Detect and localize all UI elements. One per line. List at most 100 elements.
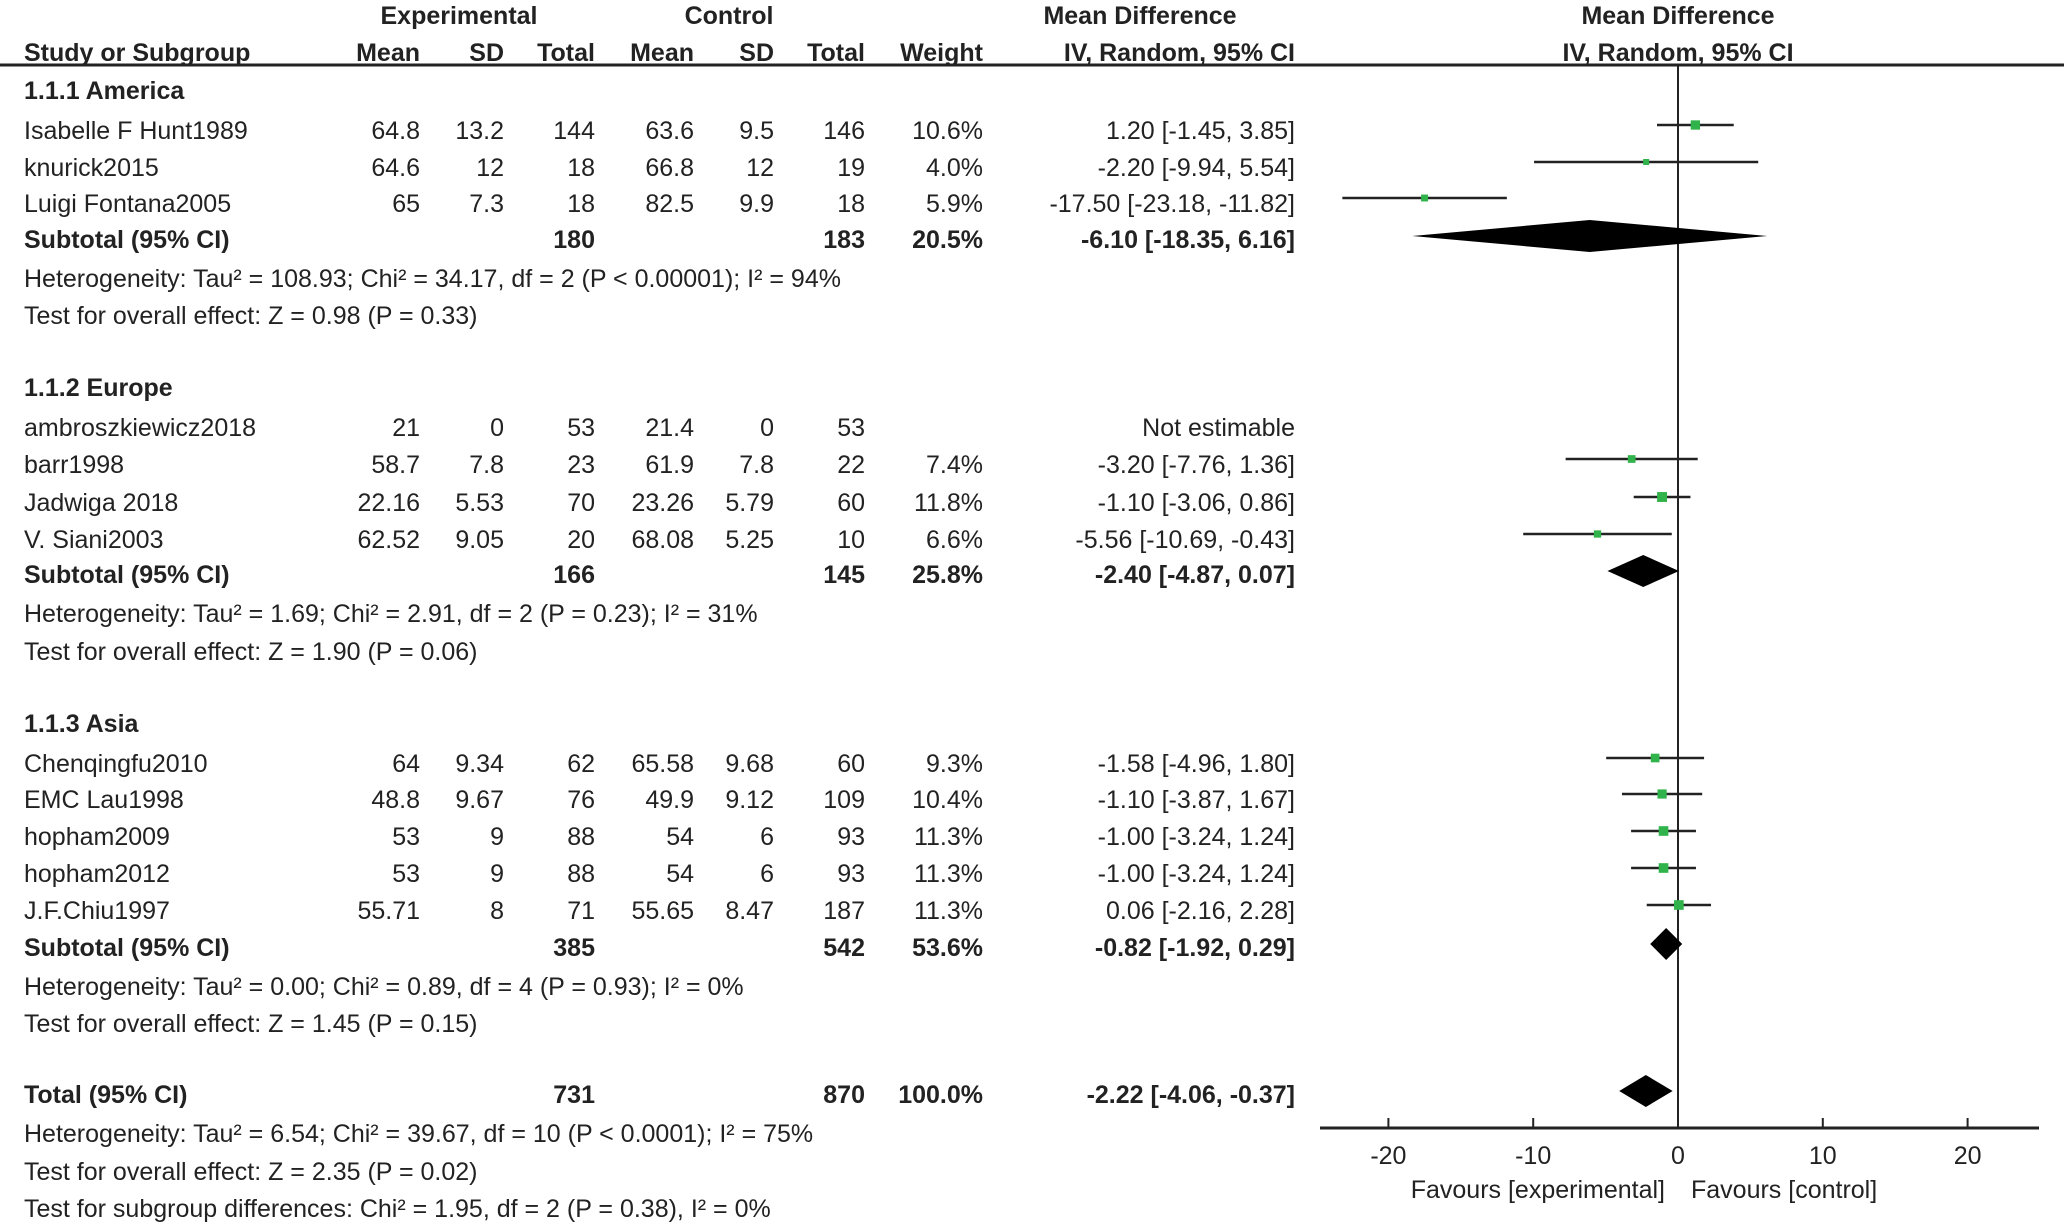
subtotal-c-n: 183 bbox=[823, 226, 865, 254]
study-c-n: 109 bbox=[823, 786, 865, 814]
effect-square bbox=[1658, 826, 1669, 836]
study-e-n: 18 bbox=[567, 154, 595, 182]
control-header: Control bbox=[684, 2, 774, 30]
study-e-mean: 65 bbox=[392, 190, 420, 218]
study-e-mean: 62.52 bbox=[357, 526, 420, 554]
study-c-n: 93 bbox=[837, 860, 865, 888]
effect-square bbox=[1658, 863, 1669, 873]
study-c-n: 19 bbox=[837, 154, 865, 182]
study-e-sd: 9.05 bbox=[455, 526, 504, 554]
col-e-mean: Mean bbox=[356, 39, 420, 67]
study-weight: 6.6% bbox=[926, 526, 983, 554]
subtotal-ci: -2.40 [-4.87, 0.07] bbox=[1094, 561, 1295, 589]
md-method: IV, Random, 95% CI bbox=[1063, 39, 1295, 67]
study-e-n: 18 bbox=[567, 190, 595, 218]
subgroup-title: 1.1.3 Asia bbox=[24, 710, 139, 738]
x-tick-label: -20 bbox=[1370, 1142, 1407, 1170]
study-e-mean: 53 bbox=[392, 860, 420, 888]
study-c-n: 93 bbox=[837, 823, 865, 851]
study-weight: 10.6% bbox=[912, 117, 983, 145]
plot-header: Mean Difference bbox=[1581, 2, 1775, 30]
total-c-n: 870 bbox=[823, 1081, 865, 1109]
study-c-sd: 7.8 bbox=[739, 451, 774, 479]
study-e-n: 23 bbox=[567, 451, 595, 479]
effect-square bbox=[1593, 530, 1602, 538]
study-c-n: 60 bbox=[837, 750, 865, 778]
study-c-n: 53 bbox=[837, 414, 865, 442]
subtotal-diamond bbox=[1412, 220, 1768, 252]
col-c-sd: SD bbox=[739, 39, 774, 67]
total-weight: 100.0% bbox=[898, 1081, 983, 1109]
study-e-sd: 5.53 bbox=[455, 489, 504, 517]
study-c-mean: 61.9 bbox=[645, 451, 694, 479]
study-ci: -3.20 [-7.76, 1.36] bbox=[1097, 451, 1295, 479]
study-c-sd: 8.47 bbox=[725, 897, 774, 925]
subtotal-e-n: 180 bbox=[553, 226, 595, 254]
study-e-mean: 22.16 bbox=[357, 489, 420, 517]
plot-method: IV, Random, 95% CI bbox=[1562, 39, 1794, 67]
subtotal-ci: -6.10 [-18.35, 6.16] bbox=[1080, 226, 1295, 254]
study-e-mean: 21 bbox=[392, 414, 420, 442]
effect-square bbox=[1674, 900, 1684, 910]
study-ci: -1.58 [-4.96, 1.80] bbox=[1097, 750, 1295, 778]
study-e-mean: 55.71 bbox=[357, 897, 420, 925]
study-weight: 11.3% bbox=[913, 897, 983, 925]
study-e-sd: 7.8 bbox=[469, 451, 504, 479]
study-e-n: 53 bbox=[567, 414, 595, 442]
study-e-sd: 8 bbox=[490, 897, 504, 925]
study-c-mean: 54 bbox=[666, 860, 694, 888]
study-weight: 7.4% bbox=[926, 451, 983, 479]
study-e-sd: 9.34 bbox=[455, 750, 504, 778]
study-e-sd: 9 bbox=[490, 860, 504, 888]
study-weight: 11.8% bbox=[913, 489, 983, 517]
total-ci: -2.22 [-4.06, -0.37] bbox=[1086, 1081, 1295, 1109]
study-c-sd: 9.12 bbox=[725, 786, 774, 814]
experimental-header: Experimental bbox=[380, 2, 538, 30]
subtotal-e-n: 166 bbox=[553, 561, 595, 589]
study-e-mean: 64.6 bbox=[371, 154, 420, 182]
study-c-n: 146 bbox=[823, 117, 865, 145]
study-c-sd: 12 bbox=[746, 154, 774, 182]
study-e-mean: 48.8 bbox=[371, 786, 420, 814]
subtotal-e-n: 385 bbox=[553, 934, 595, 962]
study-e-sd: 7.3 bbox=[469, 190, 504, 218]
study-c-mean: 63.6 bbox=[645, 117, 694, 145]
study-weight: 5.9% bbox=[926, 190, 983, 218]
study-e-sd: 13.2 bbox=[455, 117, 504, 145]
subtotal-c-n: 542 bbox=[823, 934, 865, 962]
heterogeneity-text: Heterogeneity: Tau² = 1.69; Chi² = 2.91,… bbox=[24, 600, 758, 628]
study-e-mean: 64.8 bbox=[371, 117, 420, 145]
study-weight: 11.3% bbox=[913, 860, 983, 888]
effect-square bbox=[1627, 455, 1636, 463]
study-e-sd: 9.67 bbox=[455, 786, 504, 814]
study-e-sd: 9 bbox=[490, 823, 504, 851]
col-e-sd: SD bbox=[469, 39, 504, 67]
study-ci: -1.10 [-3.06, 0.86] bbox=[1097, 489, 1295, 517]
study-ci: -5.56 [-10.69, -0.43] bbox=[1075, 526, 1295, 554]
favours-experimental-label: Favours [experimental] bbox=[1410, 1176, 1665, 1204]
study-name: Jadwiga 2018 bbox=[24, 489, 179, 517]
study-c-n: 18 bbox=[837, 190, 865, 218]
col-c-total: Total bbox=[807, 39, 865, 67]
heterogeneity-text: Heterogeneity: Tau² = 108.93; Chi² = 34.… bbox=[24, 265, 841, 293]
effect-square bbox=[1657, 492, 1668, 502]
col-e-total: Total bbox=[537, 39, 595, 67]
md-header: Mean Difference bbox=[1043, 2, 1237, 30]
subgroup-title: 1.1.2 Europe bbox=[24, 374, 173, 402]
study-c-sd: 5.25 bbox=[725, 526, 774, 554]
study-c-mean: 23.26 bbox=[631, 489, 694, 517]
subtotal-label: Subtotal (95% CI) bbox=[24, 934, 230, 962]
study-c-sd: 6 bbox=[760, 823, 774, 851]
study-c-sd: 9.5 bbox=[739, 117, 774, 145]
study-name: Luigi Fontana2005 bbox=[24, 190, 232, 218]
col-c-mean: Mean bbox=[630, 39, 694, 67]
study-c-n: 22 bbox=[837, 451, 865, 479]
subgroup-title: 1.1.1 America bbox=[24, 77, 185, 105]
study-ci: -1.10 [-3.87, 1.67] bbox=[1097, 786, 1295, 814]
col-weight: Weight bbox=[900, 39, 983, 67]
subtotal-weight: 25.8% bbox=[912, 561, 983, 589]
study-c-sd: 9.9 bbox=[739, 190, 774, 218]
study-name: hopham2009 bbox=[24, 823, 170, 851]
study-weight: 11.3% bbox=[913, 823, 983, 851]
total-label: Total (95% CI) bbox=[24, 1081, 188, 1109]
